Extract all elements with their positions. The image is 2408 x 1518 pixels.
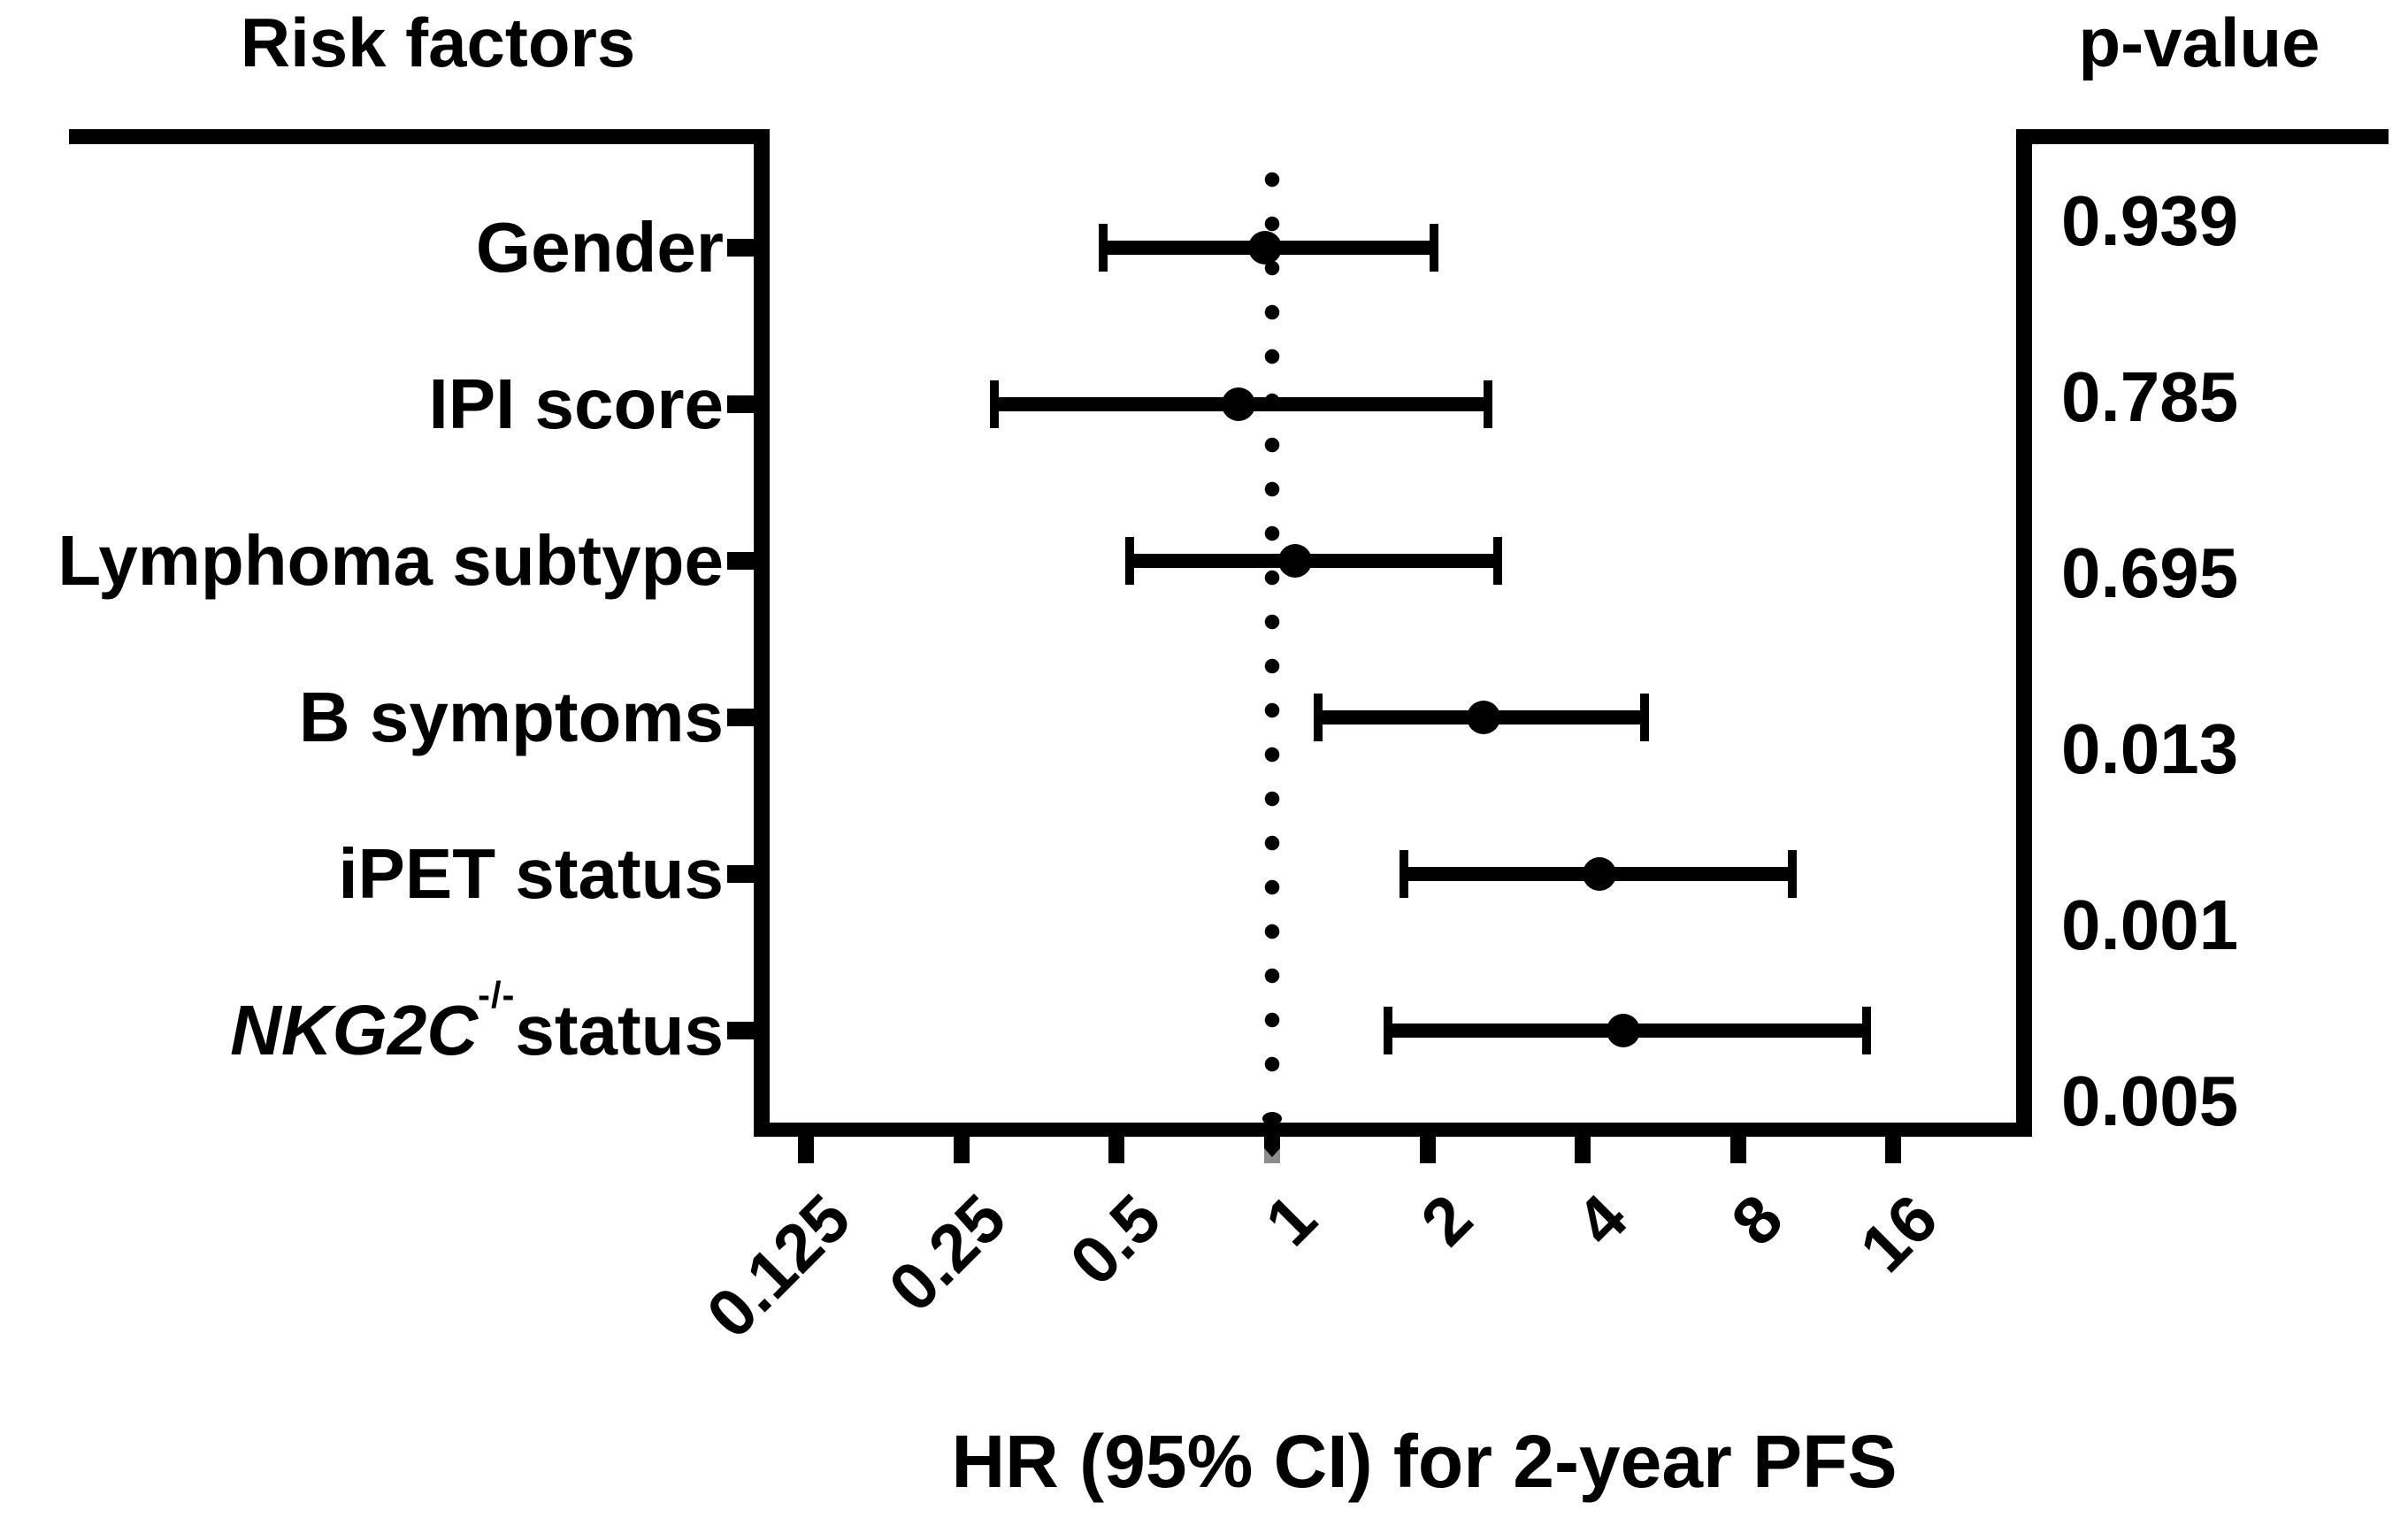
reference-line-end-dot — [1262, 1112, 1282, 1125]
ci-cap-high — [1862, 1007, 1872, 1054]
row-tick — [727, 552, 754, 570]
p-value: 0.013 — [2061, 709, 2239, 788]
ci-cap-high — [1640, 694, 1650, 741]
p-value: 0.939 — [2061, 181, 2239, 260]
row-label: Gender — [475, 208, 724, 287]
x-axis-line — [754, 1123, 2032, 1137]
x-tick — [1108, 1137, 1125, 1163]
p-value-column-title: p-value — [2078, 4, 2320, 81]
ci-cap-low — [1399, 850, 1408, 898]
p-value: 0.695 — [2061, 533, 2239, 612]
ci-line — [1130, 554, 1499, 568]
x-tick — [1419, 1137, 1436, 1163]
plot-right-frame — [2016, 129, 2032, 1137]
p-value: 0.001 — [2061, 886, 2239, 964]
ci-cap-low — [1384, 1007, 1393, 1054]
x-tick-label: 0.125 — [693, 1180, 865, 1353]
row-label: Lymphoma subtype — [58, 521, 724, 600]
hr-point-marker — [1248, 231, 1283, 264]
row-tick — [727, 395, 754, 413]
p-value: 0.785 — [2061, 357, 2239, 436]
x-tick — [798, 1137, 815, 1163]
p-value: 0.005 — [2061, 1062, 2239, 1140]
ci-cap-low — [1098, 224, 1108, 272]
x-tick — [1729, 1137, 1746, 1163]
hr-point-marker — [1278, 544, 1313, 578]
row-tick — [727, 865, 754, 883]
ci-cap-low — [990, 380, 1000, 428]
ci-cap-high — [1484, 380, 1492, 428]
left-header-rule — [69, 129, 770, 144]
reference-tick-notch — [1264, 1148, 1280, 1157]
row-tick — [727, 709, 754, 726]
hr-point-marker — [1221, 387, 1255, 421]
ci-cap-high — [1493, 537, 1503, 585]
row-tick — [727, 1022, 754, 1039]
superscript-knockout: -/- — [478, 973, 516, 1016]
ci-cap-low — [1125, 537, 1135, 585]
row-label: iPET status — [338, 834, 724, 913]
risk-factors-column-title: Risk factors — [240, 4, 636, 81]
hr-point-marker — [1582, 857, 1616, 891]
ci-cap-high — [1430, 224, 1439, 272]
hr-point-marker — [1607, 1014, 1641, 1047]
reference-line-hr1 — [1264, 157, 1280, 1077]
ci-cap-high — [1788, 850, 1798, 898]
ci-cap-low — [1314, 694, 1323, 741]
right-header-rule — [2016, 129, 2389, 144]
row-label: NKG2C-/-status — [230, 973, 724, 1070]
plot-left-frame — [754, 129, 770, 1137]
x-tick — [1885, 1137, 1902, 1163]
row-label: B symptoms — [298, 678, 724, 756]
row-tick — [727, 239, 754, 257]
x-tick — [953, 1137, 970, 1163]
hr-point-marker — [1467, 701, 1501, 734]
x-tick — [1575, 1137, 1591, 1163]
x-axis-title: HR (95% CI) for 2-year PFS — [951, 1420, 1898, 1503]
row-label: IPI score — [428, 364, 724, 443]
